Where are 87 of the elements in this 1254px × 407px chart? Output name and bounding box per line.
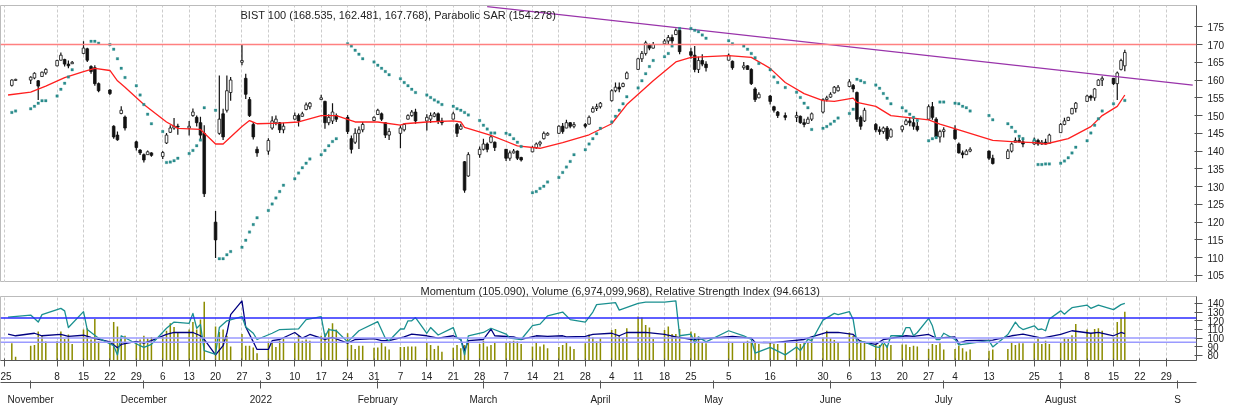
- x-tick-label: 25: [1028, 370, 1041, 382]
- x-tick-label: 28: [579, 370, 592, 382]
- x-tick-label: 15: [1107, 370, 1120, 382]
- x-tick-label: 8: [54, 370, 61, 382]
- x-tick-label: 13: [183, 370, 196, 382]
- x2-tick-label: S: [1174, 393, 1182, 405]
- x2-tick-label: April: [590, 393, 611, 405]
- x-tick-label: 20: [209, 370, 222, 382]
- candlestick: [1115, 70, 1119, 101]
- x-tick-label: 6: [846, 370, 853, 382]
- y-tick-label: 155: [1207, 92, 1225, 104]
- y-tick-label: 105: [1207, 270, 1225, 282]
- y-tick-label: 165: [1207, 57, 1225, 69]
- x2-tick-label: June: [819, 393, 842, 405]
- x-tick-label: 17: [315, 370, 328, 382]
- x-tick-label: 8: [1084, 370, 1091, 382]
- line-series: [7, 300, 1126, 356]
- x-tick-label: 7: [397, 370, 404, 382]
- candlestick: [357, 126, 361, 150]
- x-tick-label: 27: [923, 370, 935, 382]
- x2-tick-label: November: [7, 393, 55, 405]
- y-tick-label: 125: [1207, 199, 1225, 211]
- x-tick-label: 13: [983, 370, 995, 382]
- x-tick-label: 25: [0, 370, 13, 382]
- x2-tick-label: December: [120, 393, 168, 405]
- x-tick-label: 1: [1057, 370, 1064, 382]
- x-tick-label: 31: [368, 370, 381, 382]
- y-tick-label: 150: [1207, 110, 1225, 122]
- x-tick-label: 22: [1134, 370, 1146, 382]
- x-tick-label: 30: [817, 370, 829, 382]
- y-tick-label: 120: [1207, 217, 1225, 229]
- x2-tick-label: May: [704, 393, 724, 405]
- candlestick: [93, 64, 97, 87]
- x-tick-label: 15: [77, 370, 90, 382]
- x-tick-label: 21: [553, 370, 565, 382]
- candlestick: [213, 210, 218, 259]
- x-tick-label: 16: [764, 370, 777, 382]
- candlestick: [345, 114, 350, 135]
- candlestick: [244, 73, 248, 100]
- x-tick-label: 25: [685, 370, 697, 382]
- chart-title: BIST 100 (168.535, 162.481, 167.768), Parabolic SAR (154.278): [240, 8, 556, 21]
- y-tick-label: 175: [1207, 21, 1225, 33]
- x-tick-label: 13: [870, 370, 882, 382]
- x-tick-label: 24: [342, 370, 354, 382]
- y-tick-label: 140: [1207, 146, 1225, 158]
- x-tick-label: 5: [725, 370, 732, 382]
- x-tick-label: 20: [896, 370, 909, 382]
- y-tick-label: 145: [1207, 128, 1225, 140]
- candlestick: [217, 74, 222, 136]
- y-tick-label: 115: [1207, 234, 1224, 246]
- x2-tick-label: March: [469, 393, 498, 405]
- x-tick-label: 6: [159, 370, 166, 382]
- x-tick-label: 14: [526, 370, 539, 382]
- x-tick-label: 7: [503, 370, 510, 382]
- x2-tick-label: February: [357, 393, 398, 405]
- x-tick-label: 29: [1160, 370, 1173, 382]
- x-tick-label: 4: [608, 370, 615, 382]
- x2-tick-label: 2022: [249, 393, 273, 405]
- y-tick-label: 110: [1207, 252, 1224, 264]
- y-tick-label: 80: [1207, 350, 1220, 362]
- y-tick-label: 130: [1207, 181, 1225, 193]
- candlestick: [36, 79, 40, 101]
- x2-tick-label: July: [934, 393, 953, 405]
- x-tick-label: 27: [236, 370, 248, 382]
- x-tick-label: 22: [104, 370, 116, 382]
- y-tick-label: 140: [1207, 298, 1225, 310]
- x2-tick-label: August: [1045, 393, 1077, 405]
- candlestick: [187, 120, 191, 137]
- x-tick-label: 21: [447, 370, 460, 382]
- candlestick: [1123, 49, 1127, 72]
- x-tick-label: 29: [130, 370, 143, 382]
- x-tick-label: 28: [474, 370, 486, 382]
- candlestick: [802, 118, 806, 128]
- y-tick-label: 170: [1207, 39, 1225, 51]
- candlestick: [240, 43, 244, 66]
- y-tick-label: 160: [1207, 75, 1225, 87]
- candlestick: [323, 100, 327, 130]
- x-tick-label: 11: [632, 370, 644, 382]
- chart-title: Momentum (105.090), Volume (6,974,099,968), Relative Strength Index (94.6613): [420, 284, 820, 297]
- y-tick-label: 135: [1207, 163, 1225, 175]
- x-tick-label: 14: [421, 370, 433, 382]
- x-tick-label: 10: [289, 370, 301, 382]
- x-tick-label: 18: [658, 370, 671, 382]
- y-tick-label: 110: [1207, 324, 1224, 336]
- x-tick-label: 4: [952, 370, 959, 382]
- x-tick-label: 3: [265, 370, 272, 382]
- candlestick: [255, 145, 259, 158]
